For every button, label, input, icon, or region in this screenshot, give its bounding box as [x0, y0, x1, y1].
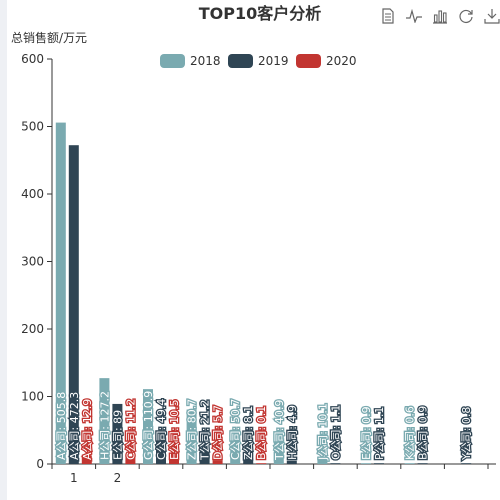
bar-value-label: J公司: 10.1 — [316, 403, 329, 461]
bar-value-label: Z公司: 80.7 — [186, 399, 199, 460]
y-tick-label: 400 — [21, 187, 44, 201]
legend-swatch-2019[interactable] — [228, 54, 253, 68]
data-view-icon[interactable] — [378, 6, 398, 26]
bar-2020[interactable] — [256, 463, 267, 464]
legend: 2018 2019 2020 — [160, 54, 357, 68]
bar-2020[interactable] — [212, 460, 223, 464]
bar-2018[interactable] — [230, 429, 241, 464]
bar-value-label: T公司: 40.9 — [273, 400, 286, 461]
bar-chart-icon[interactable] — [430, 6, 450, 26]
plot-area: 0 100 200 300 400 500 600 1 2 A公司: 505.8 H公司: 127.… — [21, 52, 496, 485]
bar-2019[interactable] — [199, 449, 210, 464]
bar-2020[interactable] — [81, 455, 92, 464]
save-image-icon[interactable] — [482, 6, 500, 26]
y-tick-label: 200 — [21, 322, 44, 336]
bar-2020[interactable] — [169, 456, 179, 464]
bar-value-label: Y公司: 0.8 — [460, 407, 473, 461]
legend-swatch-2020[interactable] — [296, 54, 321, 68]
bar-value-label: K公司: 0.6 — [404, 406, 417, 460]
bar-2018[interactable] — [404, 463, 415, 464]
bar-2019[interactable] — [374, 463, 384, 464]
legend-label-2019[interactable]: 2019 — [258, 54, 289, 68]
restore-icon[interactable] — [456, 6, 476, 26]
line-chart-icon[interactable] — [404, 6, 424, 26]
bar-value-label: O公司: 1.1 — [329, 405, 342, 460]
bar-2019[interactable] — [112, 403, 123, 464]
bar-2019[interactable] — [156, 430, 166, 464]
bar-2018[interactable] — [143, 389, 153, 464]
bar-2018[interactable] — [273, 436, 284, 464]
bar-value-label: C公司: 50.7 — [229, 399, 242, 460]
y-tick-label: 100 — [21, 390, 44, 404]
bar-2020[interactable] — [125, 456, 136, 464]
bar-2019[interactable] — [461, 463, 472, 464]
chart-title: TOP10客户分析 — [199, 4, 322, 23]
bar-value-label: A公司: 505.8 — [55, 392, 68, 460]
bar-value-label: A公司: 12.9 — [81, 399, 94, 460]
bar-value-label: C公司: 11.2 — [124, 399, 137, 460]
y-tick-label: 500 — [21, 120, 44, 134]
bar-value-label: H公司: 127.2 — [98, 391, 111, 460]
bar-value-label: E公司: 89 — [111, 410, 124, 460]
bar-value-label: E公司: 0.9 — [360, 406, 373, 460]
bar-value-label: T公司: 21.2 — [199, 400, 212, 461]
legend-swatch-2018[interactable] — [160, 54, 185, 68]
bar-value-label: G公司: 110.9 — [142, 391, 155, 460]
bar-value-label: C公司: 49.4 — [155, 399, 168, 460]
y-axis-label: 总销售额/万元 — [11, 30, 87, 45]
x-tick-label: 2 — [114, 471, 122, 485]
bar-2019[interactable] — [330, 463, 341, 464]
bar-2019[interactable] — [68, 145, 79, 464]
bar-2019[interactable] — [286, 460, 297, 464]
bar-2019[interactable] — [243, 458, 254, 464]
bar-value-label: Z公司: 8.1 — [242, 406, 255, 460]
left-edge-strip — [0, 0, 7, 500]
legend-label-2020[interactable]: 2020 — [326, 54, 357, 68]
bar-2018[interactable] — [99, 378, 110, 464]
y-tick-label: 600 — [21, 52, 44, 66]
legend-label-2018[interactable]: 2018 — [190, 54, 221, 68]
bar-value-label: P公司: 1.1 — [373, 407, 386, 460]
x-tick-label: 1 — [70, 471, 78, 485]
bar-value-label: H公司: 4.9 — [286, 405, 299, 460]
y-tick-label: 0 — [36, 457, 44, 471]
bar-value-label: A公司: 472.3 — [68, 392, 81, 460]
bar-value-label: B公司: 0.1 — [255, 406, 268, 460]
bar-value-label: E公司: 10.5 — [168, 399, 181, 460]
bar-2018[interactable] — [361, 463, 371, 464]
bar-value-label: D公司: 5.7 — [212, 405, 225, 460]
bar-2019[interactable] — [417, 463, 428, 464]
chart-toolbox — [378, 6, 500, 26]
bar-2018[interactable] — [317, 457, 328, 464]
bar-2018[interactable] — [55, 122, 66, 465]
bar-value-label: B公司: 0.9 — [417, 406, 430, 460]
bar-2018[interactable] — [186, 409, 197, 464]
y-tick-label: 300 — [21, 255, 44, 269]
